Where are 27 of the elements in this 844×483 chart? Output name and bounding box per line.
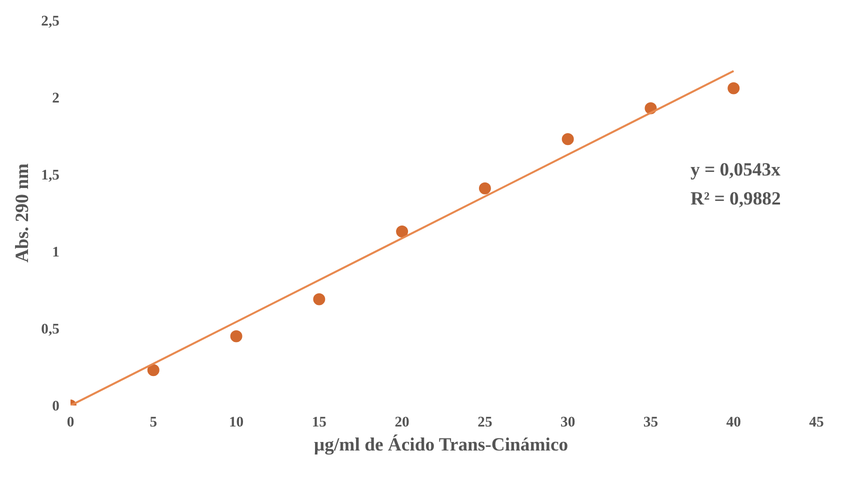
x-tick-label: 0 [66,414,74,430]
y-tick-label: 1 [52,244,60,260]
annotation: y = 0,0543x [690,160,782,180]
y-tick-label: 0 [52,398,60,414]
x-tick-label: 25 [478,414,492,430]
y-tick-label: 2 [52,90,60,106]
x-tick-label: 20 [394,414,410,430]
point [147,364,160,376]
y-axis-title: Abs. 290 nm [12,163,34,262]
point [230,330,242,342]
y-tick-label: 0,5 [41,322,60,338]
point [313,293,326,306]
x-tick-label: 35 [643,414,658,430]
point [396,225,408,238]
x-tick-label: 40 [726,414,741,430]
x-tick-label: 10 [228,414,244,430]
x-tick-label: 30 [560,414,576,430]
annotation: R² = 0,9882 [690,188,781,210]
x-tick-label: 45 [809,414,824,430]
y-tick-label: 1,5 [41,168,60,184]
x-tick-label: 5 [150,414,158,430]
point [728,82,740,94]
y-tick-label: 2,5 [41,14,60,30]
x-axis-title: µg/ml de Ácido Trans-Cinámico [314,434,568,456]
point [478,182,491,194]
point [562,133,574,146]
x-tick-label: 15 [312,414,326,430]
